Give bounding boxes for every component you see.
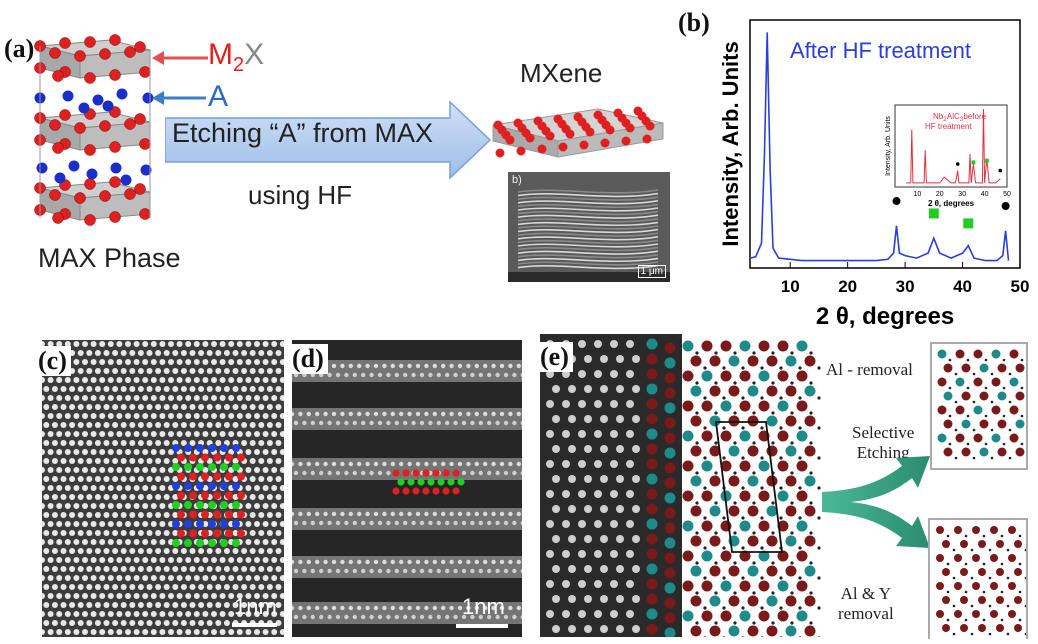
panel-label-d: (d) — [288, 344, 328, 374]
peak-marker-square — [963, 218, 974, 229]
max-phase-title: MAX Phase — [38, 243, 181, 273]
inset-x-tick-label: 10 — [914, 191, 922, 198]
scale-label-d: 1nm — [462, 594, 505, 619]
result-al-removed — [930, 342, 1030, 470]
stem-image-e — [540, 334, 682, 637]
result-al-y-removed — [928, 518, 1028, 639]
panel-label-c: (c) — [34, 346, 71, 376]
m2x-pointer-arrow — [152, 51, 208, 65]
scale-label-c: 1nm — [234, 594, 277, 619]
scale-bar-d — [456, 624, 508, 628]
x-tick-label: 20 — [838, 277, 857, 296]
etching-arrow — [165, 100, 492, 180]
inset-marker-circle — [955, 162, 960, 166]
aly-removal-label: Al & Y removal — [838, 584, 894, 623]
arrow-text-line2: using HF — [248, 180, 353, 210]
max-phase-structure — [34, 34, 154, 226]
stem-image-d: 1nm — [292, 340, 522, 637]
inset-x-tick-label: 30 — [958, 191, 966, 198]
etching-branch-arrow — [822, 456, 930, 548]
stem-image-c: 1nm — [42, 340, 284, 637]
series-line — [749, 32, 1010, 262]
inset-marker-square — [971, 160, 976, 165]
inset-marker-circle — [998, 168, 1003, 173]
inset-title-line1: Nb2 AlC3 before — [933, 112, 987, 123]
peak-marker-circle — [1001, 202, 1010, 210]
panel-label-b: (b) — [678, 8, 710, 38]
al-removal-label: Al - removal — [826, 360, 913, 379]
panel-label-e: (e) — [536, 342, 573, 372]
x-axis-label: 2 θ, degrees — [816, 303, 954, 330]
inset-x-tick-label: 40 — [981, 191, 989, 198]
x-tick-label: 10 — [781, 277, 800, 296]
inset-y-axis-label: Intensity, Arb. Units — [885, 116, 892, 176]
plot-frame — [749, 19, 1021, 269]
arrow-text-line1: Etching “A” from MAX — [172, 118, 434, 148]
inset-x-tick-label: 20 — [936, 191, 944, 198]
inset-title-line2: HF treatment — [925, 122, 972, 131]
sem-scale-label: 1 μm — [637, 265, 666, 278]
a-label: A — [208, 80, 229, 113]
mxene-title: MXene — [520, 58, 603, 88]
x-tick-label: 50 — [1011, 277, 1030, 296]
chart-title: After HF treatment — [790, 38, 971, 63]
panel-label-a: (a) — [4, 34, 35, 64]
atomic-model-e — [682, 340, 821, 637]
m2x-label: M2X — [208, 38, 265, 76]
inset-x-tick-label: 50 — [1003, 191, 1011, 198]
mxene-structure — [492, 106, 664, 158]
sem-tag: b) — [512, 174, 522, 186]
a-pointer-arrow — [152, 91, 206, 105]
y-axis-label: Intensity, Arb. Units — [718, 41, 743, 246]
sem-image: b) 1 μm — [508, 172, 670, 282]
inset-series-line — [906, 109, 1001, 184]
peak-marker-square — [928, 208, 939, 219]
xrd-chart: 10 20 30 40 50 After HF treatment 2 θ, degrees… — [718, 19, 1030, 330]
selective-etching-label: Selective Etching — [852, 423, 915, 462]
x-tick-label: 30 — [896, 277, 915, 296]
scale-bar-c — [232, 623, 277, 627]
peak-marker-circle — [892, 197, 901, 206]
x-tick-label: 40 — [953, 277, 972, 296]
inset-x-axis-label: 2 θ, degrees — [928, 199, 975, 208]
inset-marker-square — [984, 158, 989, 163]
